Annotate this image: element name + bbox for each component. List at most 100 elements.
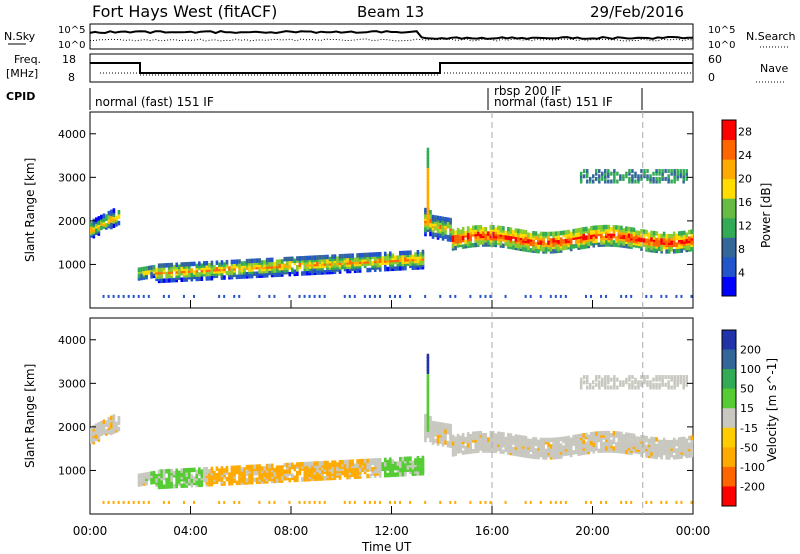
power-cell: [662, 231, 666, 237]
velocity-cell: [215, 472, 219, 478]
power-cell: [429, 231, 432, 237]
velocity-cell: [323, 500, 326, 504]
power-cell: [411, 254, 415, 260]
power-cell: [218, 294, 221, 298]
velocity-cell: [308, 461, 312, 467]
velocity-cell: [381, 462, 385, 467]
velocity-cell: [378, 500, 381, 504]
velocity-cell: [673, 382, 676, 387]
freq-tick-low: 8: [68, 71, 75, 84]
velocity-cell: [368, 467, 372, 472]
power-cell: [502, 243, 505, 249]
velocity-cell: [534, 437, 538, 442]
power-cell: [585, 179, 589, 184]
power-cell: [479, 224, 483, 230]
velocity-cell: [258, 464, 261, 469]
velocity-cell: [426, 390, 430, 396]
power-cell: [544, 247, 548, 252]
velocity-cell: [253, 477, 256, 483]
velocity-cell: [667, 439, 671, 445]
power-cell: [589, 234, 593, 240]
velocity-cell: [652, 436, 656, 442]
power-cell: [552, 238, 555, 243]
velocity-cell: [122, 500, 125, 504]
velocity-cell: [288, 467, 292, 472]
velocity-cell: [210, 481, 214, 487]
power-cell: [409, 250, 412, 255]
power-cell: [635, 230, 638, 235]
velocity-cell: [446, 440, 450, 446]
power-cell: [655, 171, 658, 176]
velocity-cell: [426, 411, 430, 417]
velocity-cell: [275, 474, 279, 479]
power-cell: [597, 225, 601, 230]
velocity-cell: [278, 469, 282, 475]
power-cell: [198, 272, 201, 277]
velocity-cell: [534, 448, 538, 453]
power-cell: [647, 232, 651, 237]
power-cell: [604, 174, 607, 179]
power-cell: [657, 242, 661, 247]
velocity-cell: [321, 460, 324, 466]
velocity-cell: [616, 377, 619, 382]
power-cell: [424, 294, 427, 298]
power-cell: [346, 257, 349, 263]
velocity-cell: [293, 475, 297, 480]
velocity-cell: [233, 469, 236, 475]
velocity-cell: [200, 469, 204, 474]
velocity-cell: [225, 465, 229, 471]
y-tick-label: 1000: [58, 258, 86, 271]
velocity-cell: [474, 431, 478, 436]
power-cell: [612, 225, 616, 230]
velocity-cell: [167, 500, 170, 504]
velocity-cell: [225, 476, 229, 482]
velocity-cell: [514, 442, 518, 448]
velocity-cell: [318, 469, 322, 475]
velocity-cell: [564, 500, 567, 504]
velocity-cell: [326, 469, 329, 474]
velocity-cell: [429, 420, 432, 425]
power-cell: [441, 236, 445, 241]
power-cell: [675, 294, 678, 298]
velocity-cell: [105, 429, 108, 434]
power-cell: [454, 245, 457, 251]
velocity-cell: [547, 442, 550, 447]
velocity-cell: [301, 477, 304, 482]
power-cell: [288, 261, 292, 266]
velocity-cell: [625, 441, 628, 446]
power-cell: [167, 294, 170, 298]
power-cell: [650, 294, 653, 298]
velocity-cell: [640, 448, 643, 453]
power-cell: [658, 179, 661, 184]
velocity-cell: [245, 464, 249, 470]
power-cell: [426, 184, 430, 190]
velocity-cell: [662, 444, 666, 449]
x-tick-label: 08:00: [274, 524, 309, 538]
velocity-cell: [439, 500, 442, 504]
velocity-cell: [160, 469, 163, 474]
velocity-cell: [661, 380, 664, 385]
velocity-cell: [680, 445, 684, 451]
power-cell: [127, 294, 130, 298]
power-cell: [268, 294, 271, 298]
power-cell: [484, 233, 488, 239]
velocity-cell: [577, 444, 581, 450]
velocity-cell: [679, 375, 682, 380]
velocity-cell: [288, 477, 292, 483]
velocity-cell: [665, 448, 668, 454]
power-cell: [316, 261, 319, 267]
velocity-cell: [620, 431, 623, 437]
power-cell: [676, 174, 679, 179]
power-cell: [326, 259, 329, 264]
power-cell: [107, 215, 111, 220]
power-cell: [306, 255, 309, 261]
velocity-cell: [263, 466, 266, 471]
power-cell: [185, 270, 189, 276]
power-cell: [650, 237, 653, 242]
velocity-cell: [601, 382, 604, 387]
power-cell: [502, 226, 505, 231]
power-cell: [592, 236, 596, 242]
velocity-cell: [562, 445, 565, 450]
power-cell: [587, 241, 591, 247]
power-cell: [486, 235, 490, 241]
